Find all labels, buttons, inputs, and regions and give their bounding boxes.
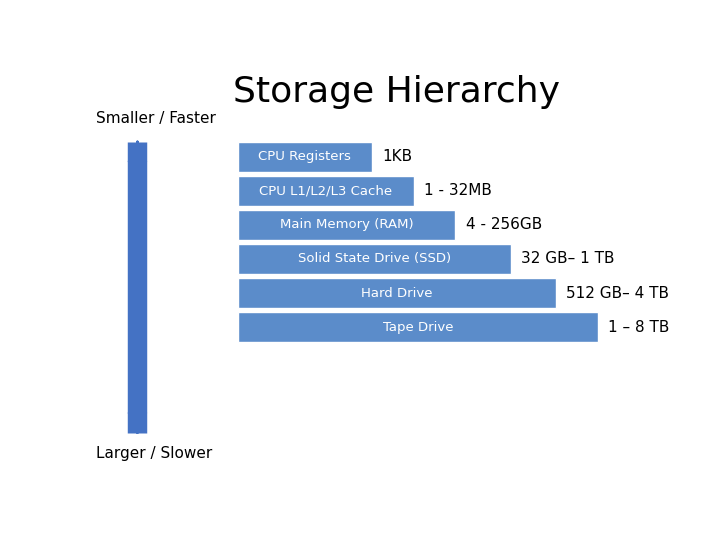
Text: 512 GB– 4 TB: 512 GB– 4 TB — [566, 286, 669, 301]
Bar — [238, 278, 556, 308]
Text: 4 - 256GB: 4 - 256GB — [466, 218, 541, 232]
Text: CPU L1/L2/L3 Cache: CPU L1/L2/L3 Cache — [259, 184, 392, 197]
Text: Main Memory (RAM): Main Memory (RAM) — [280, 218, 413, 231]
Text: 1 – 8 TB: 1 – 8 TB — [608, 320, 669, 335]
Bar — [238, 141, 372, 172]
Text: Larger / Slower: Larger / Slower — [96, 446, 212, 461]
Bar — [238, 210, 456, 240]
Bar — [238, 176, 414, 206]
Text: Tape Drive: Tape Drive — [382, 321, 453, 334]
Text: 32 GB– 1 TB: 32 GB– 1 TB — [521, 252, 615, 266]
Text: Storage Hierarchy: Storage Hierarchy — [233, 75, 560, 109]
Text: Smaller / Faster: Smaller / Faster — [96, 111, 215, 126]
Bar — [238, 312, 598, 342]
Text: 1KB: 1KB — [382, 149, 412, 164]
Text: CPU Registers: CPU Registers — [258, 150, 351, 163]
Text: 1 - 32MB: 1 - 32MB — [423, 183, 492, 198]
Bar — [238, 244, 511, 274]
Text: Solid State Drive (SSD): Solid State Drive (SSD) — [298, 253, 451, 266]
Text: Hard Drive: Hard Drive — [361, 287, 433, 300]
